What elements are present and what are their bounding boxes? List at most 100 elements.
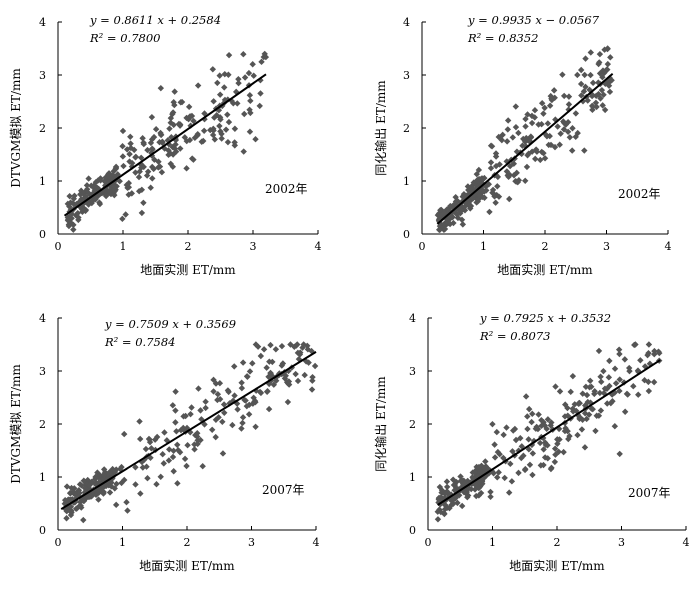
data-point	[450, 219, 457, 227]
data-point	[246, 368, 254, 375]
data-point	[292, 370, 299, 378]
data-point	[212, 380, 220, 387]
data-point	[140, 139, 147, 146]
data-point	[552, 451, 559, 458]
data-point	[119, 153, 127, 160]
data-point	[562, 121, 569, 128]
x-tick-label: 2	[542, 240, 549, 253]
data-point	[311, 362, 319, 370]
data-point	[585, 411, 593, 418]
data-point	[620, 379, 628, 386]
data-point	[529, 471, 536, 479]
data-point	[155, 158, 162, 165]
data-point	[494, 474, 501, 481]
data-point	[560, 126, 568, 133]
data-point	[75, 214, 82, 221]
data-point	[524, 413, 531, 420]
data-point	[151, 436, 159, 443]
data-point	[282, 372, 289, 379]
data-point	[504, 172, 511, 179]
data-point	[183, 424, 191, 432]
data-point	[571, 401, 578, 408]
data-point	[593, 103, 600, 111]
data-point	[454, 499, 461, 507]
scatter-panel-4: 0 1 2 3 4 0 1 2 3 4 y = 0.7925 x + 0.3532 R² = 0.80…	[373, 311, 690, 573]
x-tick-label: 0	[55, 536, 62, 549]
data-point	[224, 387, 232, 394]
data-point	[118, 463, 125, 471]
data-point	[241, 110, 248, 118]
x-tick-label: 0	[55, 240, 62, 253]
data-point	[239, 414, 247, 421]
data-point	[273, 377, 280, 384]
data-point	[125, 191, 132, 198]
data-point	[127, 144, 135, 152]
data-point	[63, 508, 70, 515]
data-point	[486, 208, 493, 216]
data-point	[595, 79, 602, 86]
data-point	[504, 126, 512, 133]
data-point	[74, 209, 81, 217]
data-point	[221, 70, 228, 78]
data-point	[135, 188, 143, 195]
data-point	[267, 341, 274, 349]
data-point	[261, 50, 268, 58]
data-point	[501, 474, 508, 482]
data-point	[635, 391, 642, 398]
x-tick-label: 3	[618, 536, 625, 549]
data-point	[186, 113, 194, 120]
r-squared: R² = 0.8352	[467, 31, 538, 45]
data-point	[231, 363, 238, 370]
data-point	[529, 450, 537, 457]
data-point	[492, 199, 499, 206]
regression-equation: y = 0.8611 x + 0.2584	[89, 13, 221, 27]
data-point	[616, 387, 623, 395]
data-point	[194, 130, 201, 138]
data-point	[596, 389, 604, 397]
data-point	[441, 510, 448, 518]
data-point	[157, 129, 164, 137]
data-point	[601, 69, 608, 77]
data-point	[525, 150, 532, 157]
data-point	[132, 481, 139, 488]
data-point	[574, 431, 581, 439]
data-point	[459, 221, 467, 228]
data-point	[632, 341, 639, 348]
data-point	[125, 179, 133, 187]
data-point	[464, 494, 471, 501]
data-point	[650, 378, 658, 386]
data-point	[564, 412, 571, 419]
data-point	[119, 143, 126, 150]
data-point	[589, 79, 597, 87]
data-point	[581, 444, 589, 451]
data-point	[505, 489, 513, 496]
scatter-panel-1: 0 1 2 3 4 0 1 2 3 4 y = 0.8611 x + 0.2584 R² = 0.78…	[9, 13, 322, 277]
data-point	[606, 88, 614, 96]
data-point	[611, 423, 619, 430]
data-point	[520, 135, 527, 143]
data-point	[257, 90, 264, 97]
data-point	[523, 163, 531, 171]
regression-equation: y = 0.7509 x + 0.3569	[104, 317, 236, 331]
data-point	[447, 215, 454, 222]
data-point	[198, 416, 205, 423]
data-point	[100, 471, 108, 478]
x-tick-label: 2	[185, 240, 192, 253]
data-point	[95, 485, 102, 492]
data-point	[113, 480, 120, 488]
data-point	[476, 192, 483, 199]
data-point	[165, 147, 172, 154]
data-point	[493, 171, 500, 179]
data-point	[216, 72, 223, 79]
data-point	[623, 390, 631, 398]
data-point	[169, 163, 177, 170]
data-point	[586, 384, 593, 391]
y-tick-label: 1	[403, 175, 410, 188]
data-point	[599, 67, 607, 74]
data-point	[443, 206, 451, 213]
data-point	[522, 465, 529, 473]
data-point	[616, 450, 623, 458]
data-point	[308, 386, 316, 393]
y-tick-label: 1	[39, 175, 46, 188]
x-tick-label: 3	[603, 240, 610, 253]
